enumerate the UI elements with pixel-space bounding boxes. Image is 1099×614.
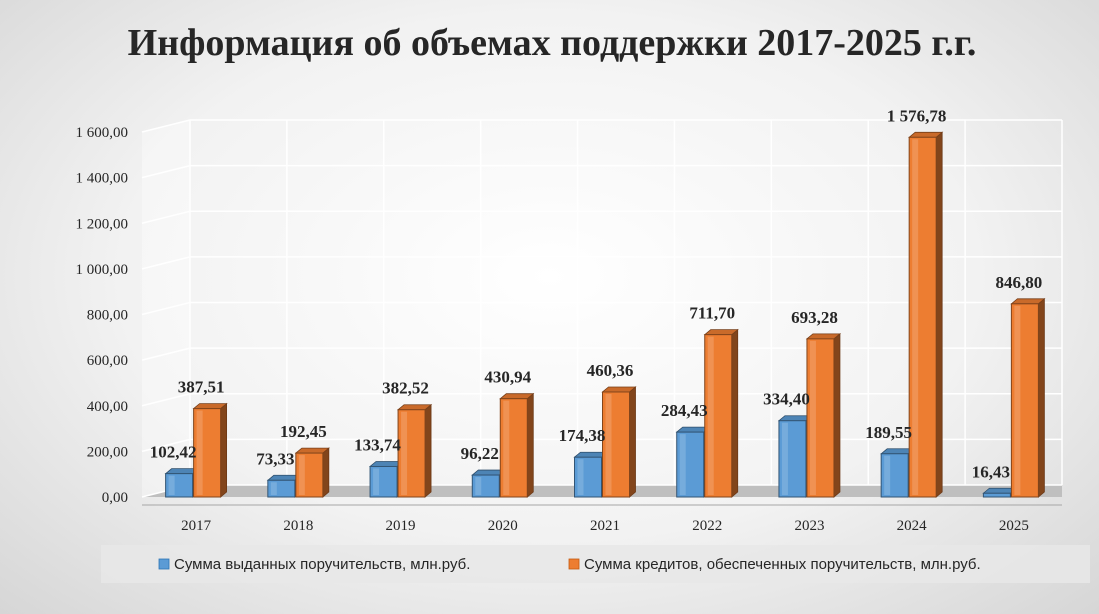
legend-label-credits: Сумма кредитов, обеспеченных поручительс… [584, 556, 981, 573]
x-tick-label: 2018 [283, 518, 313, 534]
data-label-issued: 16,43 [972, 462, 1010, 481]
data-label-issued: 102,42 [150, 443, 197, 462]
bar-credits-2021 [601, 386, 637, 498]
gridline-side [141, 393, 191, 407]
bar-credits-2020 [499, 392, 535, 498]
y-tick-label: 1 000,00 [76, 262, 129, 278]
gridline-side [141, 119, 191, 133]
legend-swatch-credits [568, 558, 580, 570]
bar-credits-2019 [396, 403, 433, 498]
data-label-credits: 382,52 [382, 379, 429, 398]
bar-credits-2024 [908, 131, 944, 498]
data-labels: 102,42 387,51 73,33 192,45 133,74 382,52 96,22… [150, 106, 1043, 481]
data-label-credits: 387,51 [178, 378, 225, 397]
data-label-credits: 430,94 [484, 368, 531, 387]
x-tick-label: 2023 [794, 518, 824, 534]
gridline-side [141, 347, 191, 361]
y-tick-label: 1 600,00 [76, 125, 129, 141]
legend-swatch-issued [158, 558, 170, 570]
y-tick-label: 200,00 [87, 444, 128, 460]
data-label-credits: 460,36 [587, 361, 634, 380]
data-label-credits: 192,45 [280, 422, 327, 441]
data-label-issued: 174,38 [559, 426, 606, 445]
legend: Сумма выданных поручительств, млн.руб. С… [101, 545, 1090, 583]
y-tick-label: 400,00 [87, 399, 128, 415]
y-tick-label: 800,00 [87, 308, 128, 324]
data-label-issued: 189,55 [865, 423, 912, 442]
x-tick-label: 2022 [692, 518, 722, 534]
y-tick-label: 1 200,00 [76, 216, 129, 232]
data-label-issued: 73,33 [256, 449, 294, 468]
gridline-side [141, 164, 191, 179]
x-tick-label: 2019 [386, 518, 416, 534]
gridline-side [141, 301, 191, 316]
data-label-credits: 1 576,78 [887, 106, 947, 125]
data-label-credits: 693,28 [791, 308, 838, 327]
y-tick-label: 600,00 [87, 353, 128, 369]
data-label-credits: 711,70 [689, 304, 735, 323]
data-label-issued: 133,74 [354, 435, 401, 454]
gridline-side [141, 256, 191, 270]
gridline-side [141, 210, 191, 224]
x-tick-label: 2021 [590, 518, 620, 534]
y-tick-label: 1 400,00 [76, 171, 129, 187]
data-label-credits: 846,80 [996, 273, 1043, 292]
x-tick-label: 2024 [897, 518, 928, 534]
x-tick-label: 2025 [999, 518, 1029, 534]
y-axis-ticks: 0,00 200,00 400,00 600,00 800,00 1 000,00 1 20… [76, 125, 129, 506]
bar-credits-2025 [1010, 297, 1046, 498]
legend-box [101, 545, 1090, 583]
bar-credits-2018 [294, 447, 330, 498]
x-tick-label: 2020 [488, 518, 518, 534]
data-label-issued: 334,40 [763, 390, 810, 409]
legend-label-issued: Сумма выданных поручительств, млн.руб. [174, 556, 470, 573]
bar-credits-2022 [703, 328, 739, 498]
chart-title: Информация об объемах поддержки 2017-202… [128, 22, 977, 64]
data-label-issued: 96,22 [461, 444, 499, 463]
bars [164, 131, 1046, 498]
y-tick-label: 0,00 [102, 490, 128, 506]
x-tick-label: 2017 [181, 518, 212, 534]
bar-credits-2023 [805, 332, 842, 498]
gridline-side [141, 438, 191, 453]
bar-credits-2017 [192, 402, 228, 498]
x-axis-ticks: 2017 2018 2019 2020 2021 2022 2023 2024 2025 [181, 518, 1029, 534]
data-label-issued: 284,43 [661, 401, 708, 420]
